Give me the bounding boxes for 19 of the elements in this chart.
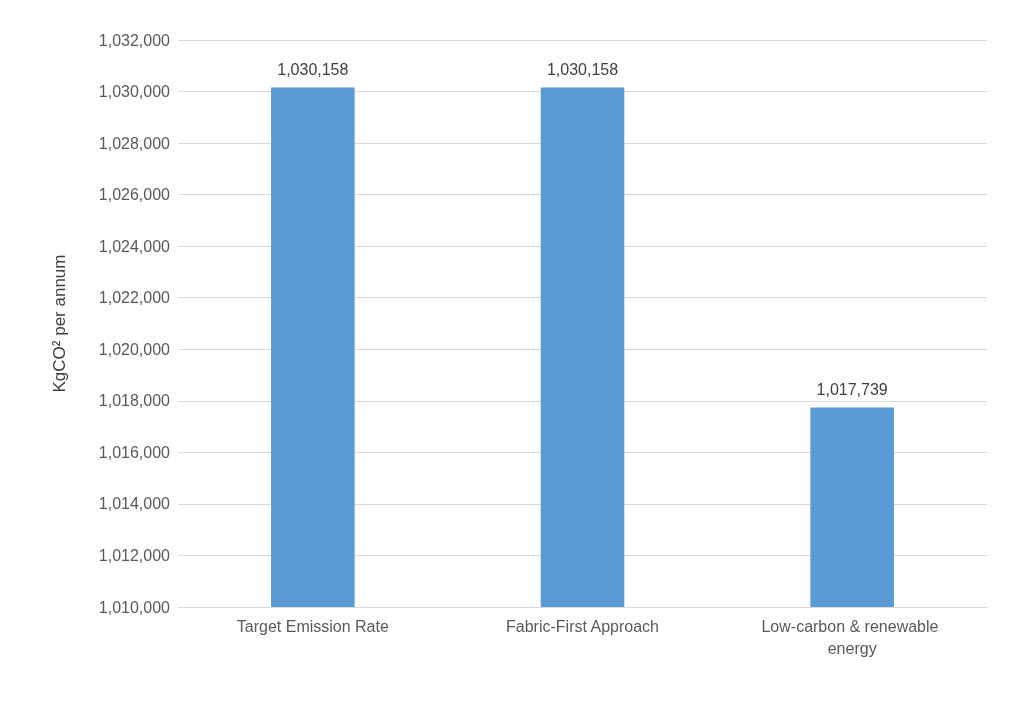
y-tick-label: 1,028,000 — [98, 134, 171, 152]
y-tick-label: 1,016,000 — [98, 443, 171, 461]
data-label: 1,030,158 — [546, 60, 619, 78]
y-tick-label: 1,024,000 — [98, 237, 171, 255]
data-label: 1,017,739 — [816, 381, 888, 399]
y-tick-label: 1,022,000 — [98, 289, 171, 307]
x-tick-label: Low-carbon & renewable energy — [761, 617, 943, 657]
y-tick-label: 1,026,000 — [98, 186, 171, 204]
y-tick-label: 1,012,000 — [98, 546, 171, 564]
y-axis-title: KgCO² per annum — [50, 254, 69, 393]
y-tick-label: 1,032,000 — [98, 31, 171, 49]
y-tick-label: 1,030,000 — [98, 83, 171, 101]
x-tick-label: Target Emission Rate — [236, 617, 389, 635]
y-tick-label: 1,010,000 — [98, 598, 171, 616]
y-tick-label: 1,020,000 — [98, 340, 171, 358]
x-tick-label: Fabric-First Approach — [506, 617, 659, 635]
y-tick-label: 1,014,000 — [98, 495, 171, 513]
y-tick-label: 1,018,000 — [98, 392, 171, 410]
data-label: 1,030,158 — [277, 60, 349, 78]
